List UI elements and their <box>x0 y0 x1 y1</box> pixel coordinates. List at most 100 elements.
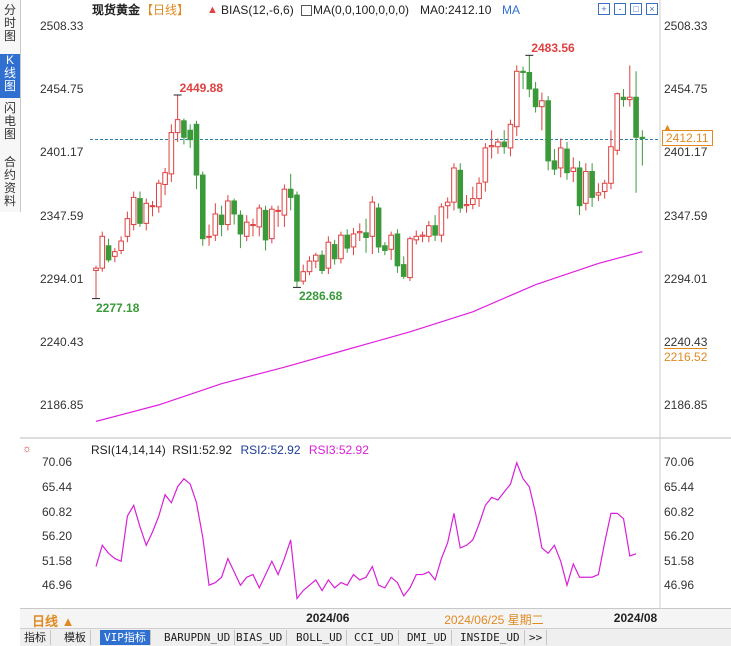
rsi-header: RSI(14,14,14) RSI1:52.92 RSI2:52.92 RSI3… <box>91 443 369 457</box>
rsi-y-tick-label-left: 51.58 <box>42 553 73 568</box>
tab-contract-info[interactable]: 合 约 资 料 <box>3 155 16 208</box>
candle <box>388 231 394 260</box>
rsi-y-tick-label-left: 70.06 <box>42 455 73 470</box>
instrument-name: 现货黄金 <box>92 3 141 17</box>
ma-indicator-label: MA(0,0,100,0,0,0) <box>313 3 410 17</box>
candle <box>193 120 200 190</box>
zoom-in-icon[interactable]: + <box>598 3 610 15</box>
candle <box>356 223 363 242</box>
tab-boll-ud[interactable]: BOLL_UD <box>292 630 348 645</box>
candle <box>551 149 558 176</box>
ma-checkbox-icon[interactable] <box>301 5 312 16</box>
y-tick-label-right: 2186.85 <box>664 398 708 413</box>
marker-price-label: 2216.52 <box>664 348 708 364</box>
candle <box>438 203 445 243</box>
zoom-out-icon[interactable]: - <box>614 3 626 15</box>
y-tick-label-left: 2347.59 <box>40 208 84 223</box>
tab-inside-ud[interactable]: INSIDE_UD <box>456 630 525 645</box>
tab-bias-ud[interactable]: BIAS_UD <box>232 630 288 645</box>
candle <box>432 215 438 242</box>
candle <box>174 95 181 143</box>
candle <box>620 88 627 107</box>
rsi-y-tick-label-left: 56.20 <box>42 529 73 544</box>
y-tick-label-left: 2508.33 <box>40 19 84 34</box>
candle <box>162 167 168 196</box>
candle <box>526 55 533 98</box>
candle <box>557 138 564 178</box>
candle <box>532 81 539 113</box>
tab-timeshare[interactable]: 分 时 图 <box>3 3 16 43</box>
candle <box>93 265 99 299</box>
ma-line <box>95 251 643 422</box>
period-label[interactable]: 【日线】 <box>141 3 190 17</box>
rsi-y-tick-label-right: 51.58 <box>664 553 695 568</box>
candle <box>589 163 595 207</box>
tab-dmi-ud[interactable]: DMI_UD <box>403 630 452 645</box>
period-selector[interactable]: 日线 ▲ <box>32 614 75 629</box>
candle <box>564 142 570 180</box>
candle <box>287 173 294 211</box>
candle <box>99 231 106 272</box>
rsi-y-tick-label-left: 60.82 <box>42 504 73 519</box>
candle <box>570 157 577 183</box>
candle <box>256 204 263 237</box>
bias-indicator-label: BIAS(12,-6,6) <box>221 3 294 17</box>
date-axis-bar: 日线 ▲ 2024/06 2024/06/25 星期二 2024/08 <box>20 608 731 629</box>
y-tick-label-right: 2347.59 <box>664 208 708 223</box>
tab-vip-indicator[interactable]: VIP指标 <box>100 630 151 645</box>
candle <box>576 160 583 216</box>
high-price-annotation: 2483.56 <box>531 41 575 56</box>
tab-barupdn[interactable]: BARUPDN_UD <box>160 630 236 645</box>
candle <box>231 198 237 225</box>
candle <box>488 130 495 159</box>
candle <box>614 92 621 155</box>
candle <box>507 119 514 157</box>
low-price-annotation: 2286.68 <box>298 289 343 304</box>
candle <box>105 238 112 263</box>
y-tick-label-right: 2240.43 <box>664 334 708 349</box>
tab-more[interactable]: >> <box>525 630 548 645</box>
candle <box>319 250 325 275</box>
tab-flash[interactable]: 闪 电 图 <box>3 101 16 141</box>
bias-arrow-icon: ▲ <box>207 4 218 16</box>
candle <box>595 183 602 201</box>
candle <box>400 256 407 279</box>
y-tick-label-right: 2454.75 <box>664 82 708 97</box>
candle <box>369 196 376 255</box>
y-tick-label-left: 2240.43 <box>40 334 84 349</box>
tab-template[interactable]: 模板 <box>60 630 91 645</box>
tab-kline[interactable]: K 线 图 <box>0 54 20 98</box>
candle <box>639 130 646 166</box>
candle <box>394 229 401 273</box>
fit-icon[interactable]: □ <box>630 3 642 15</box>
candle <box>212 203 219 242</box>
candle <box>156 179 162 213</box>
candle <box>112 248 118 263</box>
ma-short-label: MA <box>502 3 520 17</box>
candle <box>419 231 426 243</box>
close-icon[interactable]: × <box>646 3 658 15</box>
y-tick-label-left: 2186.85 <box>40 398 84 413</box>
rsi1-value: RSI1:52.92 <box>172 443 233 457</box>
candle <box>243 215 250 242</box>
candle <box>608 130 614 190</box>
candle <box>451 163 457 211</box>
tab-cci-ud[interactable]: CCI_UD <box>350 630 399 645</box>
rsi-y-tick-label-right: 56.20 <box>664 529 695 544</box>
candle <box>463 195 470 213</box>
candle <box>382 242 388 256</box>
candle <box>149 200 156 217</box>
left-sidebar: 分 时 图 K 线 图 闪 电 图 合 约 资 料 <box>0 0 21 212</box>
rsi-settings-icon[interactable]: ☼ <box>22 443 33 455</box>
candle <box>482 143 489 192</box>
rsi-y-tick-label-left: 65.44 <box>42 480 73 495</box>
candle <box>426 221 432 243</box>
tab-indicator[interactable]: 指标 <box>20 630 51 645</box>
candle <box>181 118 187 145</box>
candle <box>457 163 464 213</box>
x-tick-label: 2024/08 <box>613 611 658 625</box>
candle <box>199 171 206 246</box>
candle <box>300 264 307 285</box>
candle <box>275 205 281 227</box>
x-tick-label: 2024/06 <box>306 611 350 625</box>
